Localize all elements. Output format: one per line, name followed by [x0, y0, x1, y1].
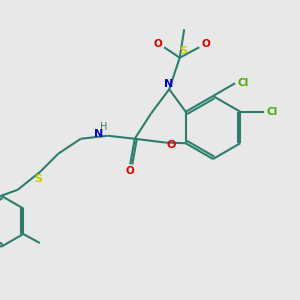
Text: S: S: [35, 174, 43, 184]
Text: O: O: [167, 140, 176, 150]
Text: O: O: [126, 166, 135, 176]
Text: O: O: [201, 39, 210, 49]
Text: N: N: [164, 79, 173, 89]
Text: Cl: Cl: [238, 78, 249, 88]
Text: S: S: [179, 46, 187, 56]
Text: N: N: [94, 129, 103, 139]
Text: H: H: [100, 122, 108, 132]
Text: O: O: [153, 39, 162, 49]
Text: Cl: Cl: [267, 107, 278, 117]
